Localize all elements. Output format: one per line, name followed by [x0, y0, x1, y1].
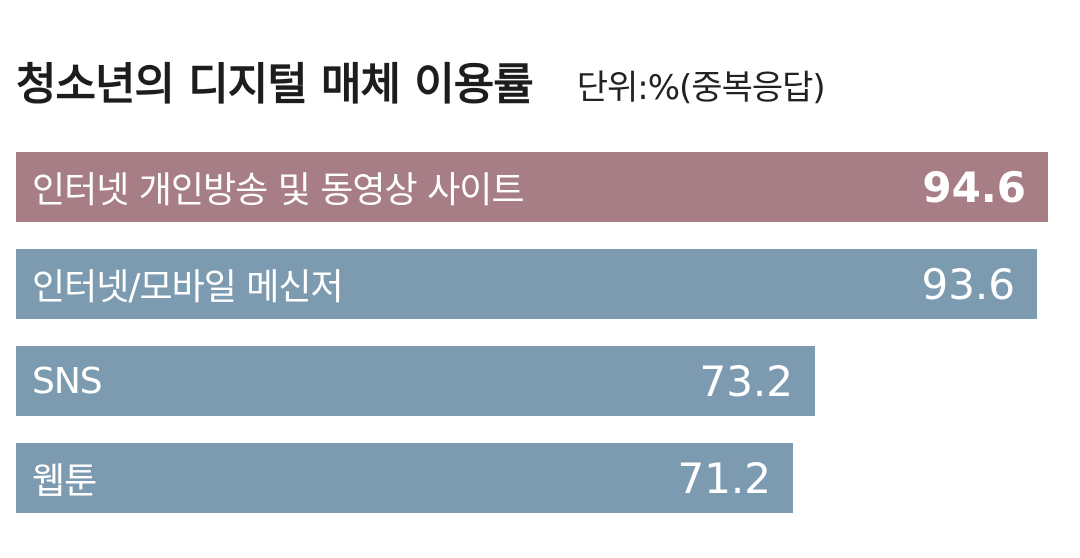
bar-2: SNS 73.2 — [16, 346, 815, 416]
bar-1: 인터넷/모바일 메신저 93.6 — [16, 249, 1037, 319]
bar-label-1: 인터넷/모바일 메신저 — [32, 267, 344, 308]
bar-value-3: 71.2 — [677, 453, 771, 503]
bar-value-0: 94.6 — [922, 162, 1026, 212]
chart-header: 청소년의 디지털 매체 이용률 단위:%(중복응답) — [16, 48, 826, 112]
bar-0: 인터넷 개인방송 및 동영상 사이트 94.6 — [16, 152, 1048, 222]
bar-3: 웹툰 71.2 — [16, 443, 793, 513]
bar-label-0: 인터넷 개인방송 및 동영상 사이트 — [32, 170, 524, 211]
bar-label-3: 웹툰 — [32, 461, 97, 502]
bar-label-2: SNS — [32, 360, 103, 402]
chart-title: 청소년의 디지털 매체 이용률 — [16, 59, 534, 110]
unit-label: 단위:%(중복응답) — [576, 68, 826, 108]
bar-value-2: 73.2 — [699, 356, 793, 406]
bar-value-1: 93.6 — [921, 259, 1015, 309]
